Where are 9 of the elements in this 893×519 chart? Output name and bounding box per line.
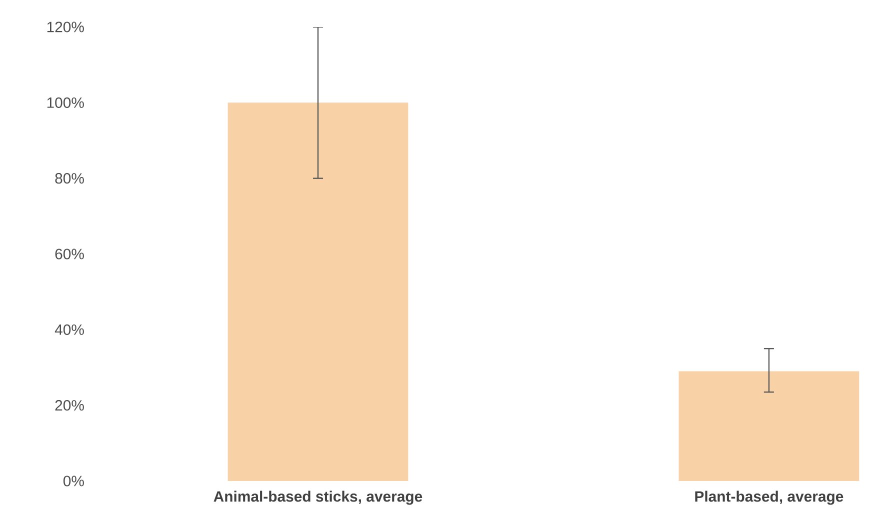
- x-tick-label: Animal-based sticks, average: [214, 490, 422, 505]
- x-tick-label: Plant-based, average: [695, 490, 844, 505]
- y-tick-label: 60%: [55, 248, 84, 260]
- y-tick-label: 120%: [47, 22, 84, 32]
- y-tick-label: 100%: [47, 97, 84, 108]
- y-tick-label: 20%: [55, 400, 84, 411]
- y-tick-label: 40%: [54, 324, 84, 335]
- y-tick-label: 0%: [63, 476, 84, 486]
- y-tick-label: 80%: [55, 173, 84, 184]
